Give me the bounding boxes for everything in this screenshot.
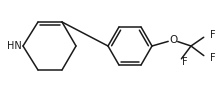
Text: F: F [182, 57, 188, 67]
Text: F: F [210, 53, 216, 63]
Text: F: F [210, 30, 216, 40]
Text: O: O [169, 35, 177, 45]
Text: HN: HN [7, 41, 21, 51]
